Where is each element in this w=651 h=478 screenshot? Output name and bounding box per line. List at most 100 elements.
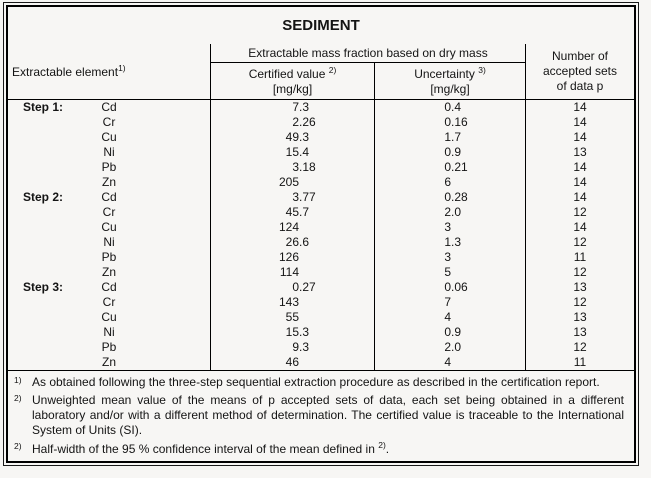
header-extractable-element-label: Extractable element1): [12, 62, 126, 79]
value-integer-part: 0: [444, 280, 451, 294]
certified-value-cell: 15.4: [210, 145, 374, 160]
value-integer-part: 1: [444, 235, 451, 249]
accepted-sets-cell: 14: [525, 190, 634, 205]
header-uncertainty: Uncertainty 3) [mg/kg]: [374, 63, 525, 100]
certified-value-cell: 3.18: [210, 160, 374, 175]
value-integer-part: 15: [285, 325, 299, 339]
certified-value-cell: 2.26: [210, 115, 374, 130]
step-label: Step 2:: [23, 190, 64, 204]
value-integer-part: 4: [444, 355, 451, 369]
uncertainty-value-cell: 2.0: [374, 340, 525, 355]
uncertainty-value-cell: 3: [374, 250, 525, 265]
row-element-cell: Pb: [8, 160, 210, 175]
value-fraction-part: .3: [299, 325, 310, 339]
value-integer-part: 7: [292, 100, 299, 114]
row-element-cell: Cr: [8, 295, 210, 310]
value-integer-part: 7: [444, 295, 451, 309]
element-symbol: Pb: [101, 160, 117, 174]
footnote-tail: .: [385, 442, 390, 456]
value-fraction-part: .9: [451, 325, 462, 339]
uncertainty-value-cell: 0.06: [374, 280, 525, 295]
row-element-cell: Step 3: Cd: [8, 280, 210, 295]
value-fraction-part: .0: [451, 340, 462, 354]
certified-value-cell: 49.3: [210, 130, 374, 145]
footnote-text: Half-width of the 95 % confidence interv…: [32, 442, 379, 456]
element-symbol: Cr: [102, 205, 116, 219]
value-integer-part: 5: [444, 265, 451, 279]
certified-value-cell: 26.6: [210, 235, 374, 250]
header-group-mass-fraction: Extractable mass fraction based on dry m…: [210, 44, 525, 63]
accepted-sets-cell: 12: [525, 235, 634, 250]
value-fraction-part: .16: [451, 115, 468, 129]
value-fraction-part: .3: [299, 100, 310, 114]
row-element-cell: Cu: [8, 310, 210, 325]
value-fraction-part: .3: [299, 130, 310, 144]
sediment-table: SEDIMENT Extractable element1) Extractab…: [6, 5, 636, 463]
header-certified-value-label: Certified value 2): [248, 64, 337, 81]
row-element-cell: Zn: [8, 355, 210, 370]
uncertainty-value-cell: 4: [374, 355, 525, 370]
element-symbol: Cr: [102, 295, 116, 309]
element-symbol: Ni: [103, 325, 115, 339]
row-element-cell: Cu: [8, 220, 210, 235]
header-extractable-element: Extractable element1): [8, 44, 210, 100]
accepted-sets-cell: 14: [525, 130, 634, 145]
uncertainty-value-cell: 0.9: [374, 325, 525, 340]
uncertainty-value-cell: 5: [374, 265, 525, 280]
value-fraction-part: .7: [451, 130, 462, 144]
element-symbol: Zn: [101, 265, 116, 279]
footnote-marker: 1): [14, 375, 22, 385]
accepted-sets-cell: 12: [525, 295, 634, 310]
certified-value-cell: 126: [210, 250, 374, 265]
row-element-cell: Step 2: Cd: [8, 190, 210, 205]
accepted-sets-cell: 12: [525, 205, 634, 220]
value-integer-part: 0: [444, 100, 451, 114]
certified-value-cell: 55: [210, 310, 374, 325]
certified-value-cell: 45.7: [210, 205, 374, 220]
value-integer-part: 26: [285, 235, 299, 249]
accepted-sets-cell: 14: [525, 220, 634, 235]
element-symbol: Ni: [103, 145, 115, 159]
value-integer-part: 2: [444, 205, 451, 219]
value-fraction-part: .77: [299, 190, 316, 204]
value-integer-part: 46: [285, 355, 299, 369]
row-element-cell: Cu: [8, 130, 210, 145]
value-integer-part: 0: [444, 115, 451, 129]
uncertainty-value-cell: 7: [374, 295, 525, 310]
footnote-text: As obtained following the three-step seq…: [32, 375, 600, 389]
element-symbol: Pb: [101, 250, 117, 264]
header-uncertainty-unit: [mg/kg]: [430, 81, 470, 96]
value-fraction-part: .3: [451, 235, 462, 249]
value-integer-part: 0: [444, 160, 451, 174]
value-fraction-part: .21: [451, 160, 468, 174]
value-integer-part: 143: [278, 295, 299, 309]
row-element-cell: Step 1: Cd: [8, 100, 210, 115]
accepted-sets-cell: 11: [525, 355, 634, 370]
value-integer-part: 49: [285, 130, 299, 144]
footnote-ref-1: 1): [118, 62, 126, 73]
element-symbol: Cu: [101, 130, 117, 144]
value-integer-part: 114: [279, 265, 299, 279]
value-fraction-part: .4: [299, 145, 310, 159]
step-label: Step 1:: [23, 100, 64, 114]
value-integer-part: 0: [444, 145, 451, 159]
uncertainty-value-cell: 0.28: [374, 190, 525, 205]
certified-value-cell: 0.27: [210, 280, 374, 295]
accepted-sets-cell: 13: [525, 325, 634, 340]
value-integer-part: 55: [285, 310, 299, 324]
uncertainty-value-cell: 2.0: [374, 205, 525, 220]
footnote-2: 2) Unweighted mean value of the means of …: [14, 393, 624, 438]
row-element-cell: Cr: [8, 115, 210, 130]
value-fraction-part: .0: [451, 205, 462, 219]
accepted-sets-cell: 12: [525, 340, 634, 355]
accepted-sets-cell: 14: [525, 160, 634, 175]
value-integer-part: 124: [278, 220, 299, 234]
value-integer-part: 3: [444, 220, 451, 234]
value-integer-part: 0: [444, 190, 451, 204]
value-fraction-part: .6: [299, 235, 310, 249]
uncertainty-value-cell: 0.16: [374, 115, 525, 130]
value-integer-part: 3: [444, 250, 451, 264]
value-integer-part: 6: [444, 175, 451, 189]
header-certified-value: Certified value 2) [mg/kg]: [210, 63, 374, 100]
value-integer-part: 1: [444, 130, 451, 144]
